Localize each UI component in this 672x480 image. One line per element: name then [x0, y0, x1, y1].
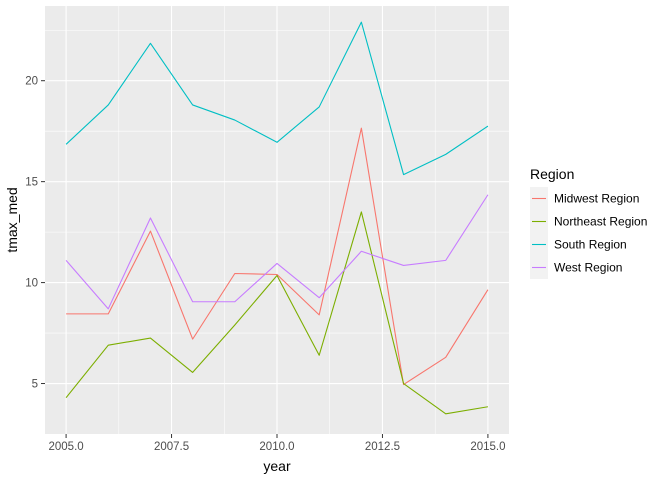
y-tick-label: 15 — [25, 177, 38, 189]
legend-label-south-region: South Region — [554, 238, 627, 252]
series-lines — [65, 21, 489, 415]
series-line-south-region — [65, 21, 489, 176]
x-axis-title: year — [263, 458, 291, 474]
y-tick-label: 20 — [25, 76, 38, 88]
legend: Region Midwest Region Northeast Region Sou… — [530, 166, 647, 279]
series-line-midwest-region — [66, 127, 489, 386]
x-tick-label: 2015.0 — [470, 441, 505, 453]
x-tick-label: 2007.5 — [154, 441, 189, 453]
series-line-northeast-region — [65, 211, 489, 415]
series-line-west-region — [65, 194, 489, 310]
legend-label-midwest-region: Midwest Region — [554, 192, 639, 206]
y-tick-label: 5 — [32, 379, 38, 391]
y-tick-label: 10 — [25, 278, 38, 290]
x-tick-label: 2012.5 — [365, 441, 400, 453]
x-tick-label: 2005.0 — [48, 441, 83, 453]
y-axis-title: tmax_med — [4, 187, 20, 252]
legend-label-west-region: West Region — [554, 261, 622, 275]
legend-label-northeast-region: Northeast Region — [554, 215, 647, 229]
legend-title: Region — [530, 166, 574, 182]
y-axis-ticks: 5 10 15 20 — [25, 76, 45, 391]
x-tick-label: 2010.0 — [259, 441, 294, 453]
x-axis-ticks: 2005.0 2007.5 2010.0 2012.5 2015.0 — [48, 434, 506, 453]
major-gridlines — [45, 6, 509, 434]
